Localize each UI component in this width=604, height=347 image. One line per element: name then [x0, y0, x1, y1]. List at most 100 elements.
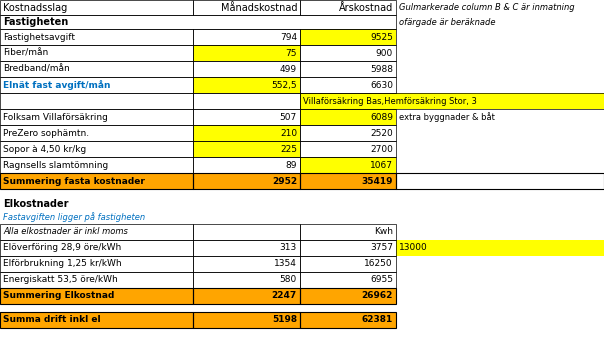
Bar: [193, 77, 300, 93]
Text: Elkostnader: Elkostnader: [3, 199, 68, 209]
Text: 210: 210: [280, 128, 297, 137]
Bar: [193, 288, 300, 304]
Bar: [300, 93, 604, 109]
Text: Fastighetsavgift: Fastighetsavgift: [3, 33, 75, 42]
Bar: [300, 240, 396, 256]
Text: Gulmarkerade column B & C är inmatning: Gulmarkerade column B & C är inmatning: [399, 3, 574, 12]
Text: PreZero sophämtn.: PreZero sophämtn.: [3, 128, 89, 137]
Text: Elnät fast avgift/mån: Elnät fast avgift/mån: [3, 80, 111, 90]
Bar: [300, 141, 396, 157]
Bar: [193, 45, 300, 61]
Text: 313: 313: [280, 244, 297, 253]
Bar: [300, 224, 396, 240]
Text: Fiber/mån: Fiber/mån: [3, 49, 48, 58]
Bar: [193, 312, 300, 328]
Text: Summa drift inkl el: Summa drift inkl el: [3, 315, 101, 324]
Text: extra byggnader & båt: extra byggnader & båt: [399, 112, 495, 122]
Bar: [0, 224, 193, 240]
Bar: [300, 109, 396, 125]
Text: 2520: 2520: [370, 128, 393, 137]
Text: 2247: 2247: [272, 291, 297, 301]
Bar: [300, 312, 396, 328]
Text: 26962: 26962: [362, 291, 393, 301]
Text: Elförbrukning 1,25 kr/kWh: Elförbrukning 1,25 kr/kWh: [3, 260, 121, 269]
Bar: [193, 93, 300, 109]
Text: Folksam Villaförsäkring: Folksam Villaförsäkring: [3, 112, 108, 121]
Bar: [0, 288, 193, 304]
Text: 507: 507: [280, 112, 297, 121]
Bar: [300, 125, 396, 141]
Text: Årskostnad: Årskostnad: [339, 2, 393, 12]
Bar: [396, 173, 604, 189]
Bar: [0, 240, 193, 256]
Text: 9525: 9525: [370, 33, 393, 42]
Bar: [300, 61, 396, 77]
Bar: [193, 240, 300, 256]
Bar: [193, 288, 300, 304]
Bar: [193, 224, 300, 240]
Bar: [300, 0, 396, 15]
Text: 1067: 1067: [370, 161, 393, 169]
Bar: [0, 29, 193, 45]
Bar: [0, 15, 396, 29]
Bar: [0, 109, 193, 125]
Bar: [0, 288, 193, 304]
Bar: [193, 256, 300, 272]
Bar: [300, 312, 396, 328]
Bar: [193, 29, 300, 45]
Bar: [300, 288, 396, 304]
Bar: [300, 77, 396, 93]
Bar: [300, 256, 396, 272]
Bar: [300, 109, 396, 125]
Text: Fastavgiften ligger på fastigheten: Fastavgiften ligger på fastigheten: [3, 213, 145, 222]
Text: Sopor à 4,50 kr/kg: Sopor à 4,50 kr/kg: [3, 144, 86, 153]
Bar: [0, 272, 193, 288]
Bar: [0, 173, 193, 189]
Text: 3757: 3757: [370, 244, 393, 253]
Bar: [193, 45, 300, 61]
Text: Kwh: Kwh: [374, 228, 393, 237]
Bar: [193, 109, 300, 125]
Bar: [0, 312, 193, 328]
Bar: [0, 125, 193, 141]
Text: Fastigheten: Fastigheten: [3, 17, 68, 27]
Bar: [300, 157, 396, 173]
Bar: [300, 93, 604, 109]
Text: Elöverföring 28,9 öre/kWh: Elöverföring 28,9 öre/kWh: [3, 244, 121, 253]
Bar: [0, 0, 193, 15]
Bar: [193, 312, 300, 328]
Bar: [300, 29, 396, 45]
Text: Alla elkostnader är inkl moms: Alla elkostnader är inkl moms: [3, 228, 128, 237]
Text: Villaförsäkring Bas,Hemförsäkring Stor, 3: Villaförsäkring Bas,Hemförsäkring Stor, …: [303, 96, 477, 105]
Text: ofärgade är beräknade: ofärgade är beräknade: [399, 17, 495, 26]
Bar: [193, 272, 300, 288]
Text: Ragnsells slamtömning: Ragnsells slamtömning: [3, 161, 108, 169]
Bar: [0, 77, 193, 93]
Text: Summering Elkostnad: Summering Elkostnad: [3, 291, 114, 301]
Text: Kostnadsslag: Kostnadsslag: [3, 2, 67, 12]
Bar: [0, 157, 193, 173]
Bar: [193, 125, 300, 141]
Text: Bredband/mån: Bredband/mån: [3, 65, 69, 74]
Text: 16250: 16250: [364, 260, 393, 269]
Bar: [300, 272, 396, 288]
Bar: [300, 173, 396, 189]
Bar: [193, 0, 300, 15]
Bar: [0, 173, 193, 189]
Text: 35419: 35419: [362, 177, 393, 186]
Text: 2700: 2700: [370, 144, 393, 153]
Bar: [0, 45, 193, 61]
Text: 75: 75: [286, 49, 297, 58]
Text: Summering fasta kostnader: Summering fasta kostnader: [3, 177, 145, 186]
Text: 1354: 1354: [274, 260, 297, 269]
Text: 6630: 6630: [370, 81, 393, 90]
Bar: [300, 29, 396, 45]
Bar: [0, 61, 193, 77]
Bar: [193, 141, 300, 157]
Bar: [193, 77, 300, 93]
Bar: [193, 125, 300, 141]
Text: 5988: 5988: [370, 65, 393, 74]
Bar: [0, 256, 193, 272]
Text: 552,5: 552,5: [271, 81, 297, 90]
Text: 580: 580: [280, 276, 297, 285]
